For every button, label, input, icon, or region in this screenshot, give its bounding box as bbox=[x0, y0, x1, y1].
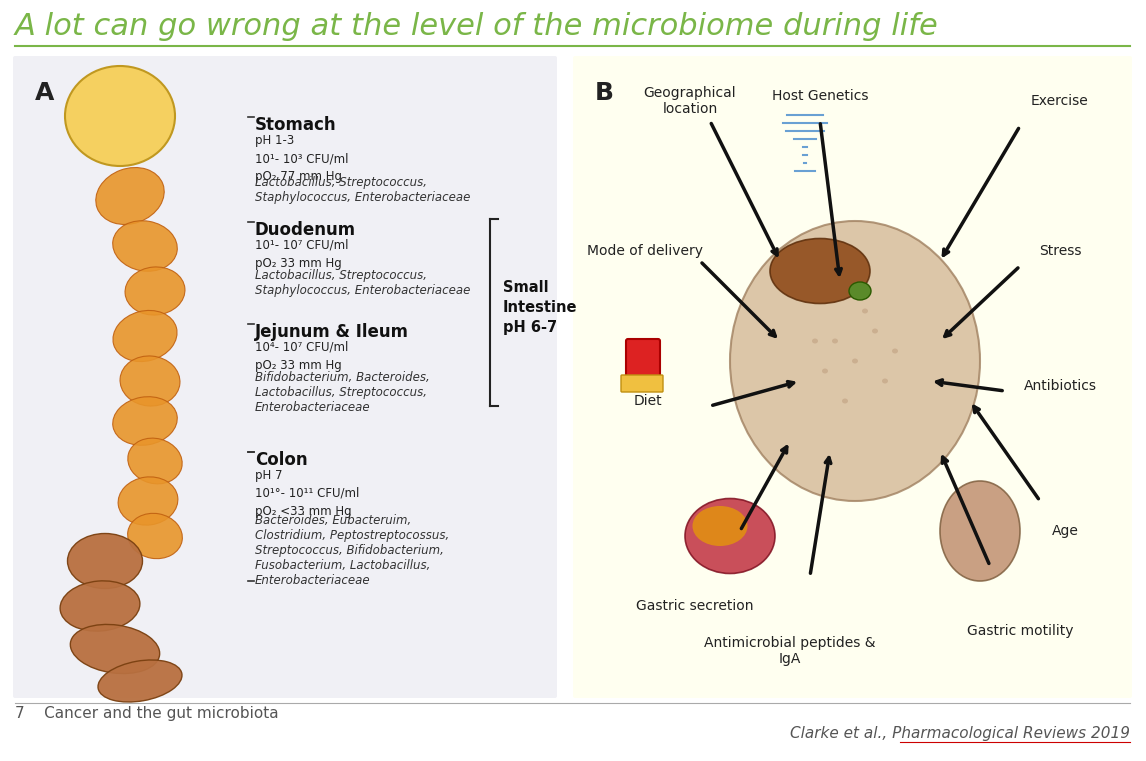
FancyBboxPatch shape bbox=[573, 56, 1132, 698]
Text: Stomach: Stomach bbox=[256, 116, 337, 134]
Ellipse shape bbox=[96, 167, 164, 224]
Ellipse shape bbox=[127, 514, 182, 559]
Ellipse shape bbox=[730, 221, 980, 501]
Text: Bifidobacterium, Bacteroides,: Bifidobacterium, Bacteroides, bbox=[256, 371, 430, 384]
Text: pH 7
10¹°- 10¹¹ CFU/ml
pO₂ <33 mm Hg: pH 7 10¹°- 10¹¹ CFU/ml pO₂ <33 mm Hg bbox=[256, 469, 360, 518]
Ellipse shape bbox=[118, 477, 178, 525]
Text: Gastric motility: Gastric motility bbox=[967, 624, 1074, 638]
Ellipse shape bbox=[70, 625, 159, 673]
Text: Staphylococcus, Enterobacteriaceae: Staphylococcus, Enterobacteriaceae bbox=[256, 191, 470, 204]
Ellipse shape bbox=[685, 498, 775, 574]
Text: Fusobacterium, Lactobacillus,: Fusobacterium, Lactobacillus, bbox=[256, 559, 431, 572]
Ellipse shape bbox=[60, 581, 140, 631]
Text: A: A bbox=[36, 81, 54, 105]
Text: Streptococcus, Bifidobacterium,: Streptococcus, Bifidobacterium, bbox=[256, 544, 444, 557]
Text: Host Genetics: Host Genetics bbox=[771, 89, 869, 103]
Ellipse shape bbox=[892, 349, 898, 354]
Text: 7    Cancer and the gut microbiota: 7 Cancer and the gut microbiota bbox=[15, 706, 278, 721]
Text: Lactobacillus, Streptococcus,: Lactobacillus, Streptococcus, bbox=[256, 176, 427, 189]
Ellipse shape bbox=[112, 221, 178, 271]
Ellipse shape bbox=[125, 267, 185, 315]
Text: Geographical
location: Geographical location bbox=[644, 86, 737, 116]
Ellipse shape bbox=[940, 481, 1020, 581]
Text: 10⁴- 10⁷ CFU/ml
pO₂ 33 mm Hg: 10⁴- 10⁷ CFU/ml pO₂ 33 mm Hg bbox=[256, 341, 348, 372]
Text: Gastric secretion: Gastric secretion bbox=[636, 599, 754, 613]
Text: Stress: Stress bbox=[1038, 244, 1081, 258]
Text: Exercise: Exercise bbox=[1031, 94, 1089, 108]
Ellipse shape bbox=[120, 356, 180, 406]
Ellipse shape bbox=[849, 282, 871, 300]
Text: Antimicrobial peptides &
IgA: Antimicrobial peptides & IgA bbox=[705, 636, 876, 666]
FancyBboxPatch shape bbox=[13, 56, 557, 698]
Ellipse shape bbox=[832, 339, 838, 343]
Text: Clarke et al., Pharmacological Reviews 2019: Clarke et al., Pharmacological Reviews 2… bbox=[790, 726, 1130, 741]
Text: Bacteroides, Eubacteruim,: Bacteroides, Eubacteruim, bbox=[256, 514, 411, 527]
Text: Antibiotics: Antibiotics bbox=[1023, 379, 1097, 393]
Text: Jejunum & Ileum: Jejunum & Ileum bbox=[256, 323, 409, 341]
Ellipse shape bbox=[872, 329, 878, 333]
Ellipse shape bbox=[112, 396, 178, 445]
Text: Enterobacteriaceae: Enterobacteriaceae bbox=[256, 401, 370, 414]
Text: Enterobacteriaceae: Enterobacteriaceae bbox=[256, 574, 370, 587]
Text: Diet: Diet bbox=[634, 394, 662, 408]
Text: Staphylococcus, Enterobacteriaceae: Staphylococcus, Enterobacteriaceae bbox=[256, 284, 470, 297]
Text: pH 1-3
10¹- 10³ CFU/ml
pO₂ 77 mm Hg: pH 1-3 10¹- 10³ CFU/ml pO₂ 77 mm Hg bbox=[256, 134, 348, 183]
Text: Mode of delivery: Mode of delivery bbox=[587, 244, 702, 258]
Text: 10¹- 10⁷ CFU/ml
pO₂ 33 mm Hg: 10¹- 10⁷ CFU/ml pO₂ 33 mm Hg bbox=[256, 239, 348, 270]
Ellipse shape bbox=[851, 358, 858, 364]
Ellipse shape bbox=[65, 66, 175, 166]
Text: Colon: Colon bbox=[256, 451, 307, 469]
Text: A lot can go wrong at the level of the microbiome during life: A lot can go wrong at the level of the m… bbox=[15, 12, 939, 41]
Text: Clostridium, Peptostreptocossus,: Clostridium, Peptostreptocossus, bbox=[256, 529, 449, 542]
Text: Lactobacillus, Streptococcus,: Lactobacillus, Streptococcus, bbox=[256, 386, 427, 399]
Ellipse shape bbox=[813, 339, 818, 343]
Ellipse shape bbox=[770, 238, 870, 304]
FancyBboxPatch shape bbox=[621, 375, 664, 392]
Ellipse shape bbox=[692, 506, 747, 546]
Text: Duodenum: Duodenum bbox=[256, 221, 356, 239]
FancyBboxPatch shape bbox=[626, 339, 660, 383]
Ellipse shape bbox=[862, 308, 868, 314]
Ellipse shape bbox=[882, 378, 888, 384]
Text: Age: Age bbox=[1052, 524, 1078, 538]
Ellipse shape bbox=[113, 310, 176, 361]
Ellipse shape bbox=[128, 438, 182, 484]
Ellipse shape bbox=[822, 368, 829, 374]
Ellipse shape bbox=[99, 660, 182, 702]
Ellipse shape bbox=[842, 399, 848, 403]
Text: Lactobacillus, Streptococcus,: Lactobacillus, Streptococcus, bbox=[256, 269, 427, 282]
Ellipse shape bbox=[68, 533, 142, 588]
Text: Small
Intestine
pH 6-7: Small Intestine pH 6-7 bbox=[503, 280, 578, 335]
Text: B: B bbox=[595, 81, 614, 105]
